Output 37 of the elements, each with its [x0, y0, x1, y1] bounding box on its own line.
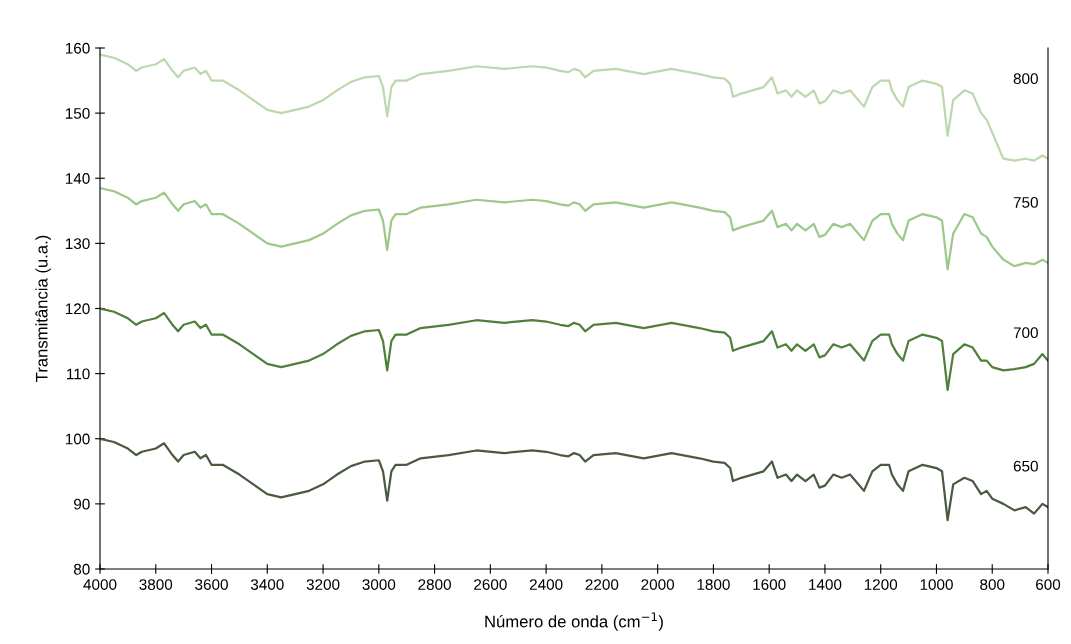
- line-series: [100, 437, 1048, 522]
- y-tick-label: 130: [65, 238, 90, 250]
- x-axis-title: Número de onda (cm$^{−1}$): [485, 612, 663, 631]
- text: 800: [1013, 73, 1038, 85]
- series-label: 700: [1013, 327, 1038, 339]
- text: 750: [1013, 196, 1038, 208]
- y-axis-title: Transmitância (u.a.): [35, 235, 51, 382]
- x-tick-label: 3400: [250, 579, 284, 590]
- x-tick-label: 3200: [306, 579, 340, 590]
- y-tick-label: 140: [65, 173, 90, 184]
- x-tick-label: 1400: [809, 579, 842, 590]
- x-tick-label: 2000: [641, 579, 675, 590]
- x-tick-label: 2600: [474, 579, 507, 590]
- x-tick-label: 2800: [418, 579, 451, 590]
- x-tick-label: 3600: [195, 579, 228, 590]
- y-tick-label: 150: [65, 107, 90, 119]
- x-tick-label: 4000: [83, 579, 117, 590]
- y-tick-label: 120: [65, 303, 90, 315]
- x-tick-label: 3800: [139, 579, 173, 590]
- x-tick-label: 2200: [585, 579, 619, 590]
- x-tick-label: 1600: [753, 579, 786, 590]
- x-tick-label: 1800: [697, 579, 730, 590]
- x-tick-label: 600: [1036, 579, 1061, 590]
- x-tick-label: 800: [980, 579, 1005, 590]
- x-tick-label: 1200: [864, 579, 898, 590]
- line-series: [100, 186, 1048, 271]
- y-tick-label: 110: [67, 368, 90, 380]
- y-tick-label: 160: [65, 42, 90, 54]
- y-tick-label: 100: [65, 433, 90, 445]
- x-tick-label: 3000: [362, 579, 396, 590]
- line-series: [100, 53, 1048, 162]
- x-tick-label: 1000: [920, 579, 953, 590]
- x-tick-label: 2400: [529, 579, 563, 590]
- text: 650: [1013, 460, 1038, 472]
- line-series: [100, 307, 1048, 392]
- y-tick-label: 80: [73, 563, 90, 575]
- y-tick-label: 90: [74, 498, 90, 510]
